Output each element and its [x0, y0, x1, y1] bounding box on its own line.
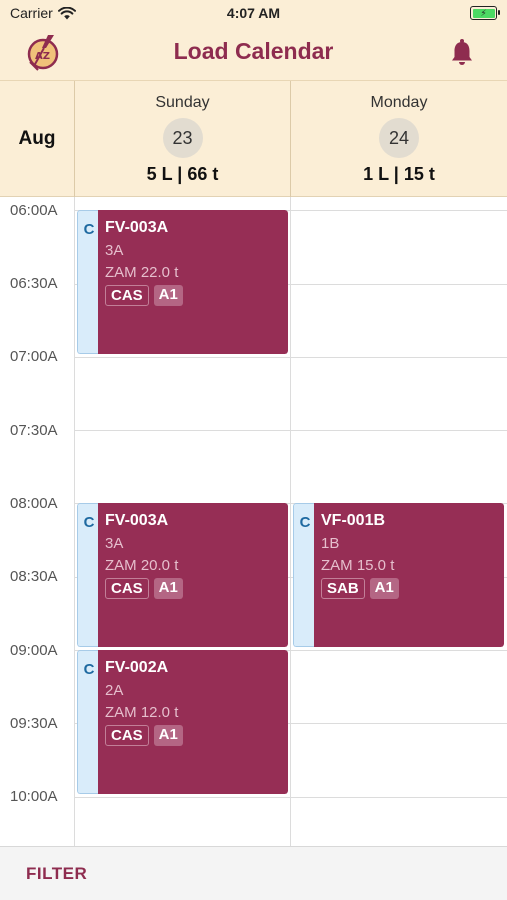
time-label: 09:30A: [10, 715, 58, 732]
hour-line: [75, 503, 507, 504]
day-number: 24: [379, 118, 419, 158]
column-divider: [290, 197, 291, 846]
event-status-letter: C: [83, 661, 95, 678]
event-body[interactable]: FV-002A 2A ZAM 12.0 t CAS A1: [98, 650, 288, 794]
carrier-label: Carrier: [10, 5, 53, 21]
app-logo-icon[interactable]: AZ: [24, 32, 62, 72]
status-bar: Carrier 4:07 AM ⚡: [0, 0, 507, 26]
hour-line: [75, 430, 507, 431]
event-body[interactable]: FV-003A 3A ZAM 22.0 t CAS A1: [98, 210, 288, 354]
load-event-card[interactable]: C VF-001B 1B ZAM 15.0 t SAB A1: [293, 503, 504, 647]
event-body[interactable]: VF-001B 1B ZAM 15.0 t SAB A1: [314, 503, 504, 647]
event-weight: ZAM 22.0 t: [105, 264, 179, 281]
event-status-letter: C: [83, 514, 95, 531]
time-label: 10:00A: [10, 788, 58, 805]
time-label: 08:00A: [10, 495, 58, 512]
load-event-card[interactable]: C FV-003A 3A ZAM 22.0 t CAS A1: [77, 210, 288, 354]
load-event-card[interactable]: C FV-003A 3A ZAM 20.0 t CAS A1: [77, 503, 288, 647]
hour-line: [75, 723, 507, 724]
status-time: 4:07 AM: [226, 5, 281, 21]
event-title: FV-003A: [105, 219, 169, 236]
event-weight: ZAM 15.0 t: [321, 557, 395, 574]
event-status-letter: C: [83, 221, 95, 238]
event-tag-product: SAB: [321, 578, 365, 599]
calendar-grid[interactable]: 06:00A 06:30A 07:00A 07:30A 08:00A 08:30…: [0, 197, 507, 846]
event-status-strip: C: [77, 650, 99, 794]
time-label: 08:30A: [10, 568, 58, 585]
hour-line: [75, 650, 507, 651]
event-status-letter: C: [299, 514, 311, 531]
day-column-sunday[interactable]: Sunday 23 5 L | 66 t: [75, 81, 291, 197]
status-carrier: Carrier: [10, 5, 76, 21]
bell-icon[interactable]: [449, 38, 475, 66]
hour-line: [75, 797, 507, 798]
event-subtitle: 3A: [105, 242, 124, 259]
event-title: VF-001B: [321, 512, 386, 529]
nav-bar: AZ Load Calendar: [0, 26, 507, 81]
event-tag-grade: A1: [153, 578, 183, 599]
event-status-strip: C: [77, 503, 99, 647]
day-number: 23: [162, 118, 203, 158]
event-tag-product: CAS: [105, 285, 149, 306]
day-header: Aug Sunday 23 5 L | 66 t Monday 24 1 L |…: [0, 81, 507, 197]
event-title: FV-003A: [105, 512, 169, 529]
event-tags: CAS A1: [105, 725, 288, 746]
svg-text:AZ: AZ: [35, 51, 50, 62]
battery-charging-icon: ⚡: [470, 6, 500, 20]
hour-line: [75, 284, 507, 285]
event-tag-product: CAS: [105, 578, 149, 599]
time-label: 06:00A: [10, 202, 58, 219]
event-title: FV-002A: [105, 659, 169, 676]
event-subtitle: 3A: [105, 535, 124, 552]
event-tags: SAB A1: [321, 578, 504, 599]
page-title: Load Calendar: [173, 38, 334, 64]
day-name: Sunday: [155, 94, 210, 111]
filter-button[interactable]: FILTER: [26, 864, 88, 883]
day-summary: 5 L | 66 t: [146, 164, 219, 184]
hour-line: [75, 210, 507, 211]
day-column-monday[interactable]: Monday 24 1 L | 15 t: [291, 81, 507, 197]
event-tag-grade: A1: [153, 725, 183, 746]
hour-line: [75, 577, 507, 578]
event-body[interactable]: FV-003A 3A ZAM 20.0 t CAS A1: [98, 503, 288, 647]
month-label: Aug: [0, 81, 75, 197]
event-weight: ZAM 20.0 t: [105, 557, 179, 574]
load-event-card[interactable]: C FV-002A 2A ZAM 12.0 t CAS A1: [77, 650, 288, 794]
event-subtitle: 1B: [321, 535, 340, 552]
wifi-icon: [57, 6, 76, 19]
event-weight: ZAM 12.0 t: [105, 704, 179, 721]
event-subtitle: 2A: [105, 682, 124, 699]
time-label: 06:30A: [10, 275, 58, 292]
column-divider: [74, 197, 75, 846]
event-tag-grade: A1: [369, 578, 399, 599]
event-tags: CAS A1: [105, 285, 288, 306]
time-label: 09:00A: [10, 642, 58, 659]
day-name: Monday: [370, 94, 428, 111]
time-label: 07:00A: [10, 348, 58, 365]
hour-line: [75, 357, 507, 358]
event-status-strip: C: [293, 503, 315, 647]
event-tag-product: CAS: [105, 725, 149, 746]
event-tag-grade: A1: [153, 285, 183, 306]
event-status-strip: C: [77, 210, 99, 354]
day-summary: 1 L | 15 t: [363, 164, 435, 184]
footer-bar: FILTER: [0, 846, 507, 900]
event-tags: CAS A1: [105, 578, 288, 599]
time-label: 07:30A: [10, 422, 58, 439]
